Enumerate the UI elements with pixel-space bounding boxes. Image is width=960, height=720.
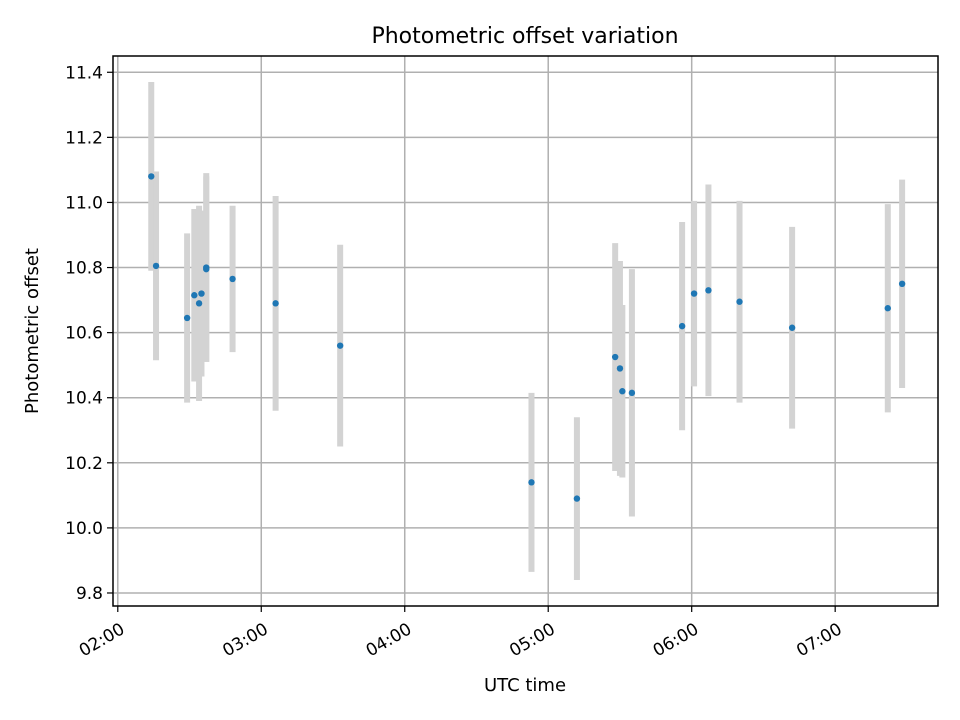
data-point xyxy=(690,290,698,297)
y-tick-label: 11.0 xyxy=(65,193,103,213)
y-tick-label: 10.0 xyxy=(65,519,103,539)
data-point xyxy=(705,287,712,294)
y-axis-label: Photometric offset xyxy=(22,248,43,414)
x-tick-label: 04:00 xyxy=(363,619,415,661)
grid-layer xyxy=(113,56,938,606)
data-point xyxy=(229,275,236,283)
x-tick-label: 03:00 xyxy=(219,619,271,661)
x-axis-label: UTC time xyxy=(484,675,566,696)
data-point xyxy=(198,290,205,297)
data-point xyxy=(148,173,155,180)
data-point xyxy=(611,353,619,361)
tick-layer: 02:00 03:00 04:00 05:00 06:00 07:00 9.8 10.0 10.… xyxy=(65,63,846,661)
data-point xyxy=(195,300,203,307)
data-point xyxy=(573,495,581,502)
y-tick-label: 10.2 xyxy=(65,454,103,474)
data-point xyxy=(619,388,626,395)
y-tick-label: 9.8 xyxy=(76,584,103,604)
plot-frame xyxy=(112,55,939,607)
data-point xyxy=(678,322,686,330)
data-point xyxy=(736,298,743,305)
data-point xyxy=(191,292,198,299)
data-point xyxy=(528,479,535,486)
data-point-layer xyxy=(148,173,906,502)
data-point xyxy=(616,365,624,372)
y-tick-label: 10.6 xyxy=(65,324,103,344)
data-point xyxy=(272,300,279,307)
data-point xyxy=(183,314,191,322)
data-point xyxy=(152,262,160,270)
x-tick-label: 07:00 xyxy=(793,619,845,661)
data-point xyxy=(788,324,796,331)
data-point xyxy=(203,265,210,273)
data-point xyxy=(336,342,344,349)
data-point xyxy=(898,280,906,288)
errorbar-layer xyxy=(148,82,906,580)
y-tick-label: 10.4 xyxy=(65,389,103,409)
y-tick-label: 11.4 xyxy=(65,63,103,83)
x-tick-label: 05:00 xyxy=(506,619,558,661)
data-point xyxy=(884,305,891,312)
x-tick-label: 02:00 xyxy=(76,619,128,661)
data-point xyxy=(628,389,636,397)
chart-title: Photometric offset variation xyxy=(371,24,678,49)
y-tick-label: 11.2 xyxy=(65,128,103,148)
y-tick-label: 10.8 xyxy=(65,259,103,279)
x-tick-label: 06:00 xyxy=(650,619,702,661)
